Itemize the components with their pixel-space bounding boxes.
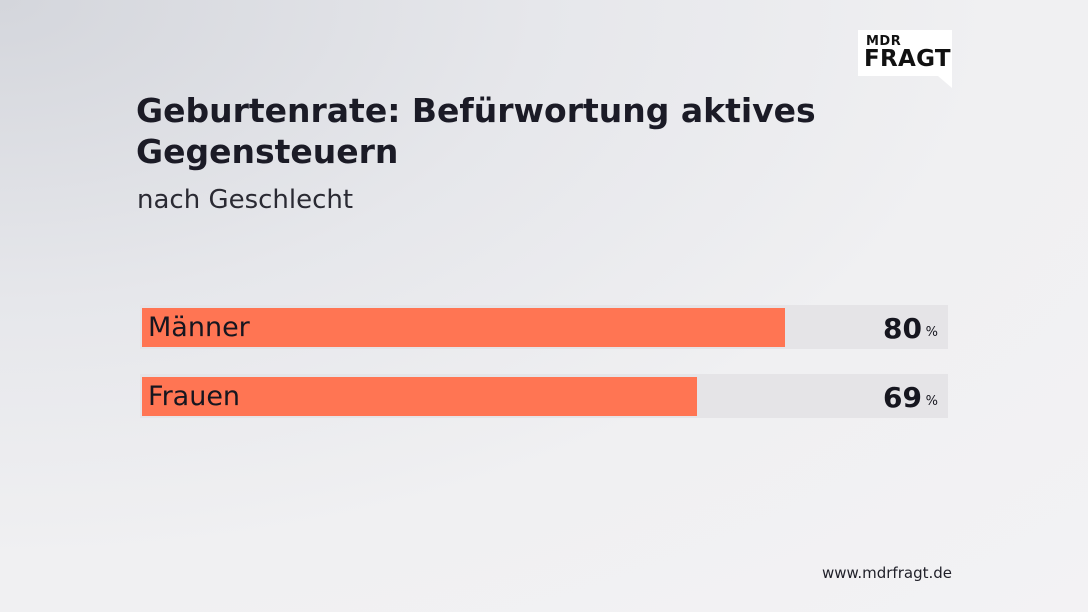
mdr-fragt-logo: MDR FRAGT [858, 30, 952, 88]
logo-text-fragt: FRAGT [864, 46, 951, 72]
bar-unit-label: % [925, 394, 938, 409]
bar-fill [142, 377, 697, 416]
bar-value-label: 80 [883, 312, 922, 345]
bar-category-label: Frauen [148, 381, 241, 412]
bar-unit-label: % [925, 325, 938, 340]
chart-subtitle: nach Geschlecht [137, 185, 354, 215]
bar-row: Frauen 69% [140, 374, 948, 418]
bar-category-label: Männer [148, 312, 250, 343]
logo-text-mdr: MDR [866, 34, 902, 49]
bar-fill [142, 308, 785, 347]
bar-row: Männer 80% [140, 305, 948, 349]
bar-value-label: 69 [883, 381, 922, 414]
source-url: www.mdrfragt.de [821, 564, 952, 582]
chart-title: Geburtenrate: Befürwortung aktives Gegen… [136, 91, 816, 171]
